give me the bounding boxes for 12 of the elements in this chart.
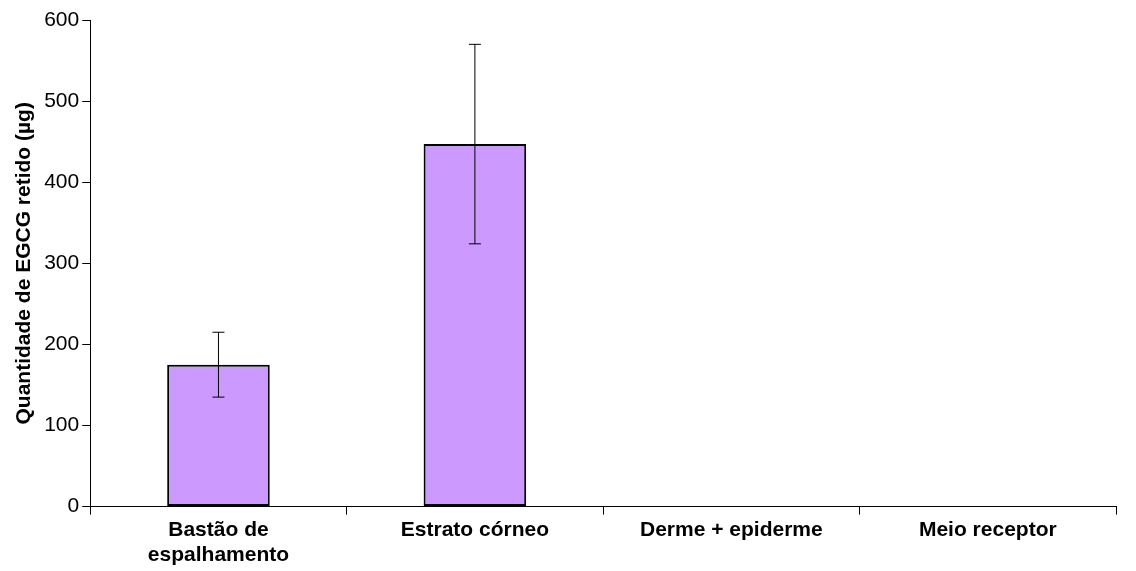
x-tick-label: Bastão de espalhamento [147, 517, 290, 566]
y-tick-label: 400 [44, 169, 80, 192]
y-tick-label: 300 [44, 250, 80, 274]
x-tick-label: Estrato córneo [400, 517, 549, 540]
x-tick-label: Meio receptor [918, 517, 1057, 540]
y-tick-label: 200 [44, 331, 80, 355]
y-tick-label: 500 [44, 87, 80, 111]
x-tick-label: Derme + epiderme [640, 517, 823, 540]
y-tick-label: 600 [44, 6, 80, 30]
y-axis-title: Quantidade de EGCG retido (µg) [11, 102, 35, 425]
y-tick-label: 0 [67, 493, 80, 517]
y-tick-label: 100 [44, 412, 80, 436]
